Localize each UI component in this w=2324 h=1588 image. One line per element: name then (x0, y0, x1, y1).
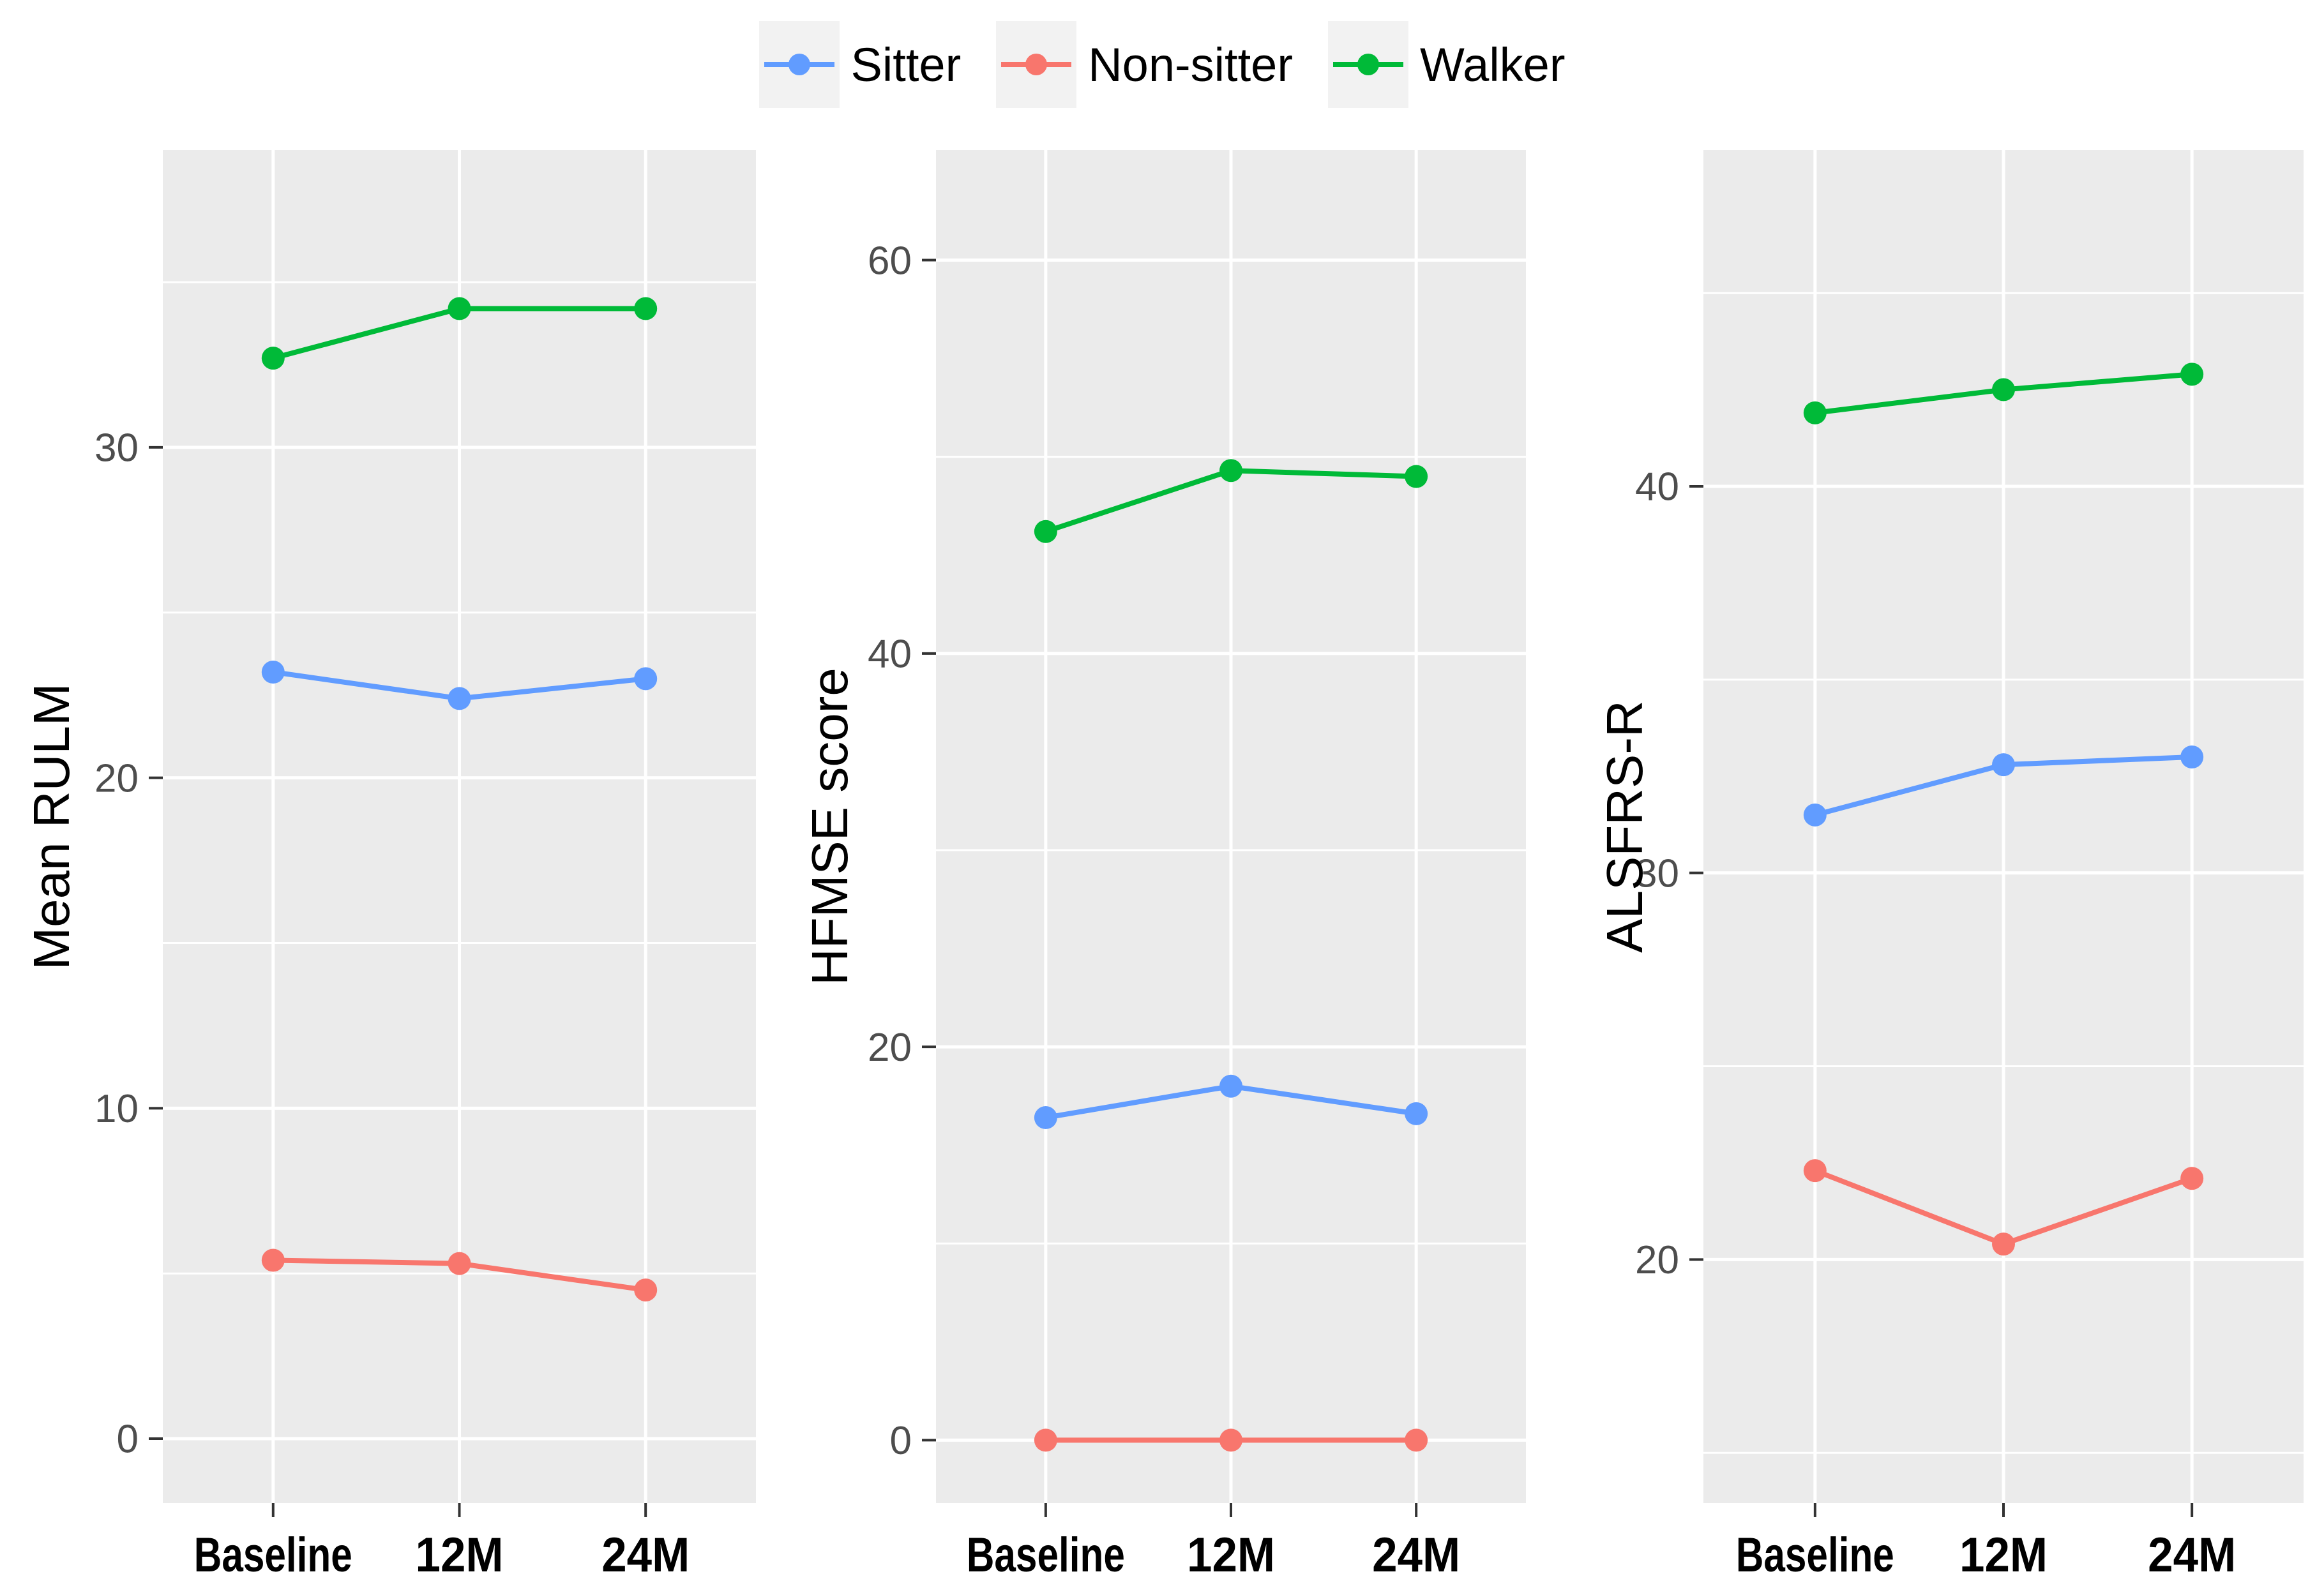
y-tick-label-60: 60 (868, 239, 912, 283)
x-tick-label-baseline: Baseline (1736, 1528, 1894, 1582)
data-point-walker-baseline (1803, 401, 1827, 424)
data-point-non-sitter-24m (2180, 1167, 2204, 1190)
legend-key-walker-icon (1327, 21, 1408, 108)
data-point-walker-12m (1992, 378, 2015, 401)
data-point-walker-12m (1219, 459, 1242, 483)
data-point-sitter-12m (448, 687, 471, 710)
data-point-sitter-12m (1992, 753, 2015, 777)
legend-label-sitter: Sitter (850, 38, 962, 91)
y-axis-title-alsfrs-r: ALSFRS-R (1596, 700, 1653, 953)
x-tick-label-12m: 12M (416, 1528, 504, 1582)
data-point-sitter-baseline (1803, 803, 1827, 827)
y-axis-title-mean-rulm: Mean RULM (23, 683, 80, 970)
y-tick-label-20: 20 (1635, 1238, 1679, 1282)
x-tick-label-24m: 24M (601, 1528, 690, 1582)
data-point-walker-12m (448, 297, 471, 320)
data-point-sitter-24m (634, 667, 658, 691)
data-point-walker-24m (634, 297, 658, 320)
x-tick-label-24m: 24M (2148, 1528, 2236, 1582)
legend-key-point (1357, 54, 1379, 75)
data-point-non-sitter-12m (1219, 1428, 1242, 1452)
legend-key-non-sitter-icon (996, 21, 1077, 108)
x-tick-label-baseline: Baseline (194, 1528, 352, 1582)
y-tick-label-0: 0 (117, 1418, 139, 1462)
data-point-non-sitter-24m (634, 1278, 658, 1302)
legend-label-walker: Walker (1419, 38, 1566, 91)
legend-key-glyph (764, 54, 834, 75)
data-point-sitter-24m (2180, 745, 2204, 768)
panel-hfmse-score: 0 20 40 60 Baseline 12M 24M (868, 150, 1526, 1582)
legend-label-non-sitter: Non-sitter (1088, 38, 1293, 91)
legend-item-non-sitter: Non-sitter (996, 21, 1293, 108)
data-point-sitter-24m (1405, 1102, 1428, 1125)
y-tick-label-30: 30 (1635, 851, 1679, 895)
y-tick-label-20: 20 (868, 1026, 912, 1070)
y-tick-label-20: 20 (94, 756, 139, 800)
data-point-walker-baseline (1034, 520, 1057, 543)
data-point-walker-baseline (261, 347, 285, 370)
data-point-walker-24m (1405, 465, 1428, 488)
legend-key-glyph (1001, 54, 1072, 75)
data-point-non-sitter-baseline (261, 1248, 285, 1272)
data-point-sitter-baseline (261, 660, 285, 684)
legend-key-point (1025, 54, 1048, 75)
legend-item-sitter: Sitter (758, 21, 962, 108)
x-tick-label-24m: 24M (1372, 1528, 1460, 1582)
legend-item-walker: Walker (1327, 21, 1566, 108)
y-tick-label-40: 40 (868, 633, 912, 677)
data-point-sitter-12m (1219, 1074, 1242, 1098)
x-tick-label-12m: 12M (1959, 1528, 2048, 1582)
legend-key-glyph (1332, 54, 1403, 75)
data-point-non-sitter-12m (448, 1252, 471, 1275)
data-point-non-sitter-baseline (1034, 1428, 1057, 1452)
data-point-non-sitter-12m (1992, 1232, 2015, 1256)
data-point-sitter-baseline (1034, 1106, 1057, 1130)
legend-key-sitter-icon (758, 21, 840, 108)
legend: Sitter Non-sitter Walker (0, 21, 2324, 108)
panel-alsfrs-r: 20 30 40 Baseline 12M 24M (1635, 150, 2304, 1582)
legend-key-point (788, 54, 810, 75)
data-point-non-sitter-baseline (1803, 1159, 1827, 1183)
data-point-non-sitter-24m (1405, 1428, 1428, 1452)
y-tick-label-40: 40 (1635, 465, 1679, 509)
y-tick-label-10: 10 (94, 1087, 139, 1131)
y-tick-label-30: 30 (94, 426, 139, 470)
panel-mean-rulm: 0 10 20 30 Baseline 12M 24M (94, 150, 756, 1582)
x-tick-label-baseline: Baseline (967, 1528, 1125, 1582)
x-tick-label-12m: 12M (1187, 1528, 1275, 1582)
y-axis-title-hfmse-score: HFMSE score (801, 668, 858, 985)
y-tick-label-0: 0 (890, 1419, 912, 1463)
data-point-walker-24m (2180, 363, 2204, 386)
